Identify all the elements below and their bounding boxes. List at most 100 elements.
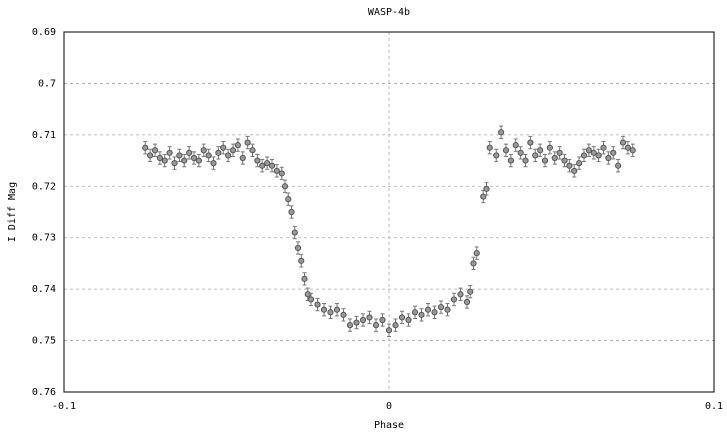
error-point bbox=[176, 148, 183, 163]
point bbox=[307, 296, 315, 303]
point bbox=[171, 160, 178, 167]
error-point bbox=[541, 153, 549, 168]
point bbox=[457, 291, 464, 298]
error-point bbox=[507, 153, 514, 168]
point bbox=[551, 154, 558, 162]
error-point bbox=[576, 156, 583, 170]
point bbox=[450, 296, 458, 303]
point bbox=[493, 152, 500, 159]
point bbox=[268, 162, 276, 169]
error-point bbox=[273, 164, 280, 178]
error-point bbox=[450, 292, 458, 307]
error-point bbox=[522, 153, 529, 168]
error-point bbox=[546, 141, 553, 155]
error-point bbox=[229, 143, 237, 157]
point bbox=[278, 170, 285, 177]
grid bbox=[63, 31, 715, 393]
error-point bbox=[437, 300, 445, 314]
error-point bbox=[205, 148, 212, 163]
point bbox=[624, 144, 631, 151]
error-point bbox=[405, 313, 412, 327]
point bbox=[176, 152, 183, 159]
point bbox=[467, 288, 474, 295]
error-point bbox=[595, 148, 602, 163]
error-point bbox=[480, 189, 487, 204]
error-point bbox=[571, 164, 578, 178]
error-point bbox=[278, 166, 285, 181]
error-point bbox=[285, 192, 292, 206]
error-point bbox=[166, 146, 173, 160]
error-point bbox=[467, 285, 474, 299]
point bbox=[142, 144, 149, 151]
error-point bbox=[181, 153, 188, 168]
error-point bbox=[444, 303, 451, 317]
error-point bbox=[470, 256, 477, 271]
point bbox=[512, 142, 519, 149]
point bbox=[556, 149, 563, 156]
point bbox=[502, 147, 510, 154]
point bbox=[541, 157, 549, 164]
point bbox=[411, 309, 419, 316]
x-tick-label: 0.1 bbox=[705, 401, 723, 412]
error-point bbox=[156, 151, 163, 165]
error-point bbox=[340, 308, 347, 322]
point bbox=[546, 144, 553, 151]
error-point bbox=[210, 156, 217, 170]
error-point bbox=[320, 303, 328, 317]
point bbox=[366, 314, 373, 321]
error-point bbox=[411, 305, 419, 319]
error-point bbox=[147, 148, 154, 163]
error-point bbox=[561, 153, 568, 168]
error-point bbox=[418, 308, 425, 322]
error-point bbox=[304, 287, 311, 301]
point bbox=[585, 147, 592, 154]
error-point bbox=[301, 272, 308, 286]
error-point bbox=[314, 297, 321, 312]
point bbox=[615, 162, 622, 169]
point bbox=[195, 157, 202, 164]
point bbox=[379, 316, 386, 324]
point bbox=[532, 152, 539, 159]
point bbox=[470, 260, 477, 267]
point bbox=[304, 291, 311, 298]
error-point bbox=[379, 313, 386, 327]
point bbox=[291, 229, 298, 236]
y-tick-label: 0.76 bbox=[32, 387, 56, 398]
point bbox=[298, 257, 305, 264]
marks bbox=[142, 125, 636, 337]
error-point bbox=[398, 310, 406, 325]
error-point bbox=[385, 323, 393, 337]
x-axis-label: Phase bbox=[374, 420, 404, 431]
error-point bbox=[215, 146, 222, 160]
error-point bbox=[600, 141, 607, 155]
point bbox=[359, 316, 367, 324]
point bbox=[190, 154, 198, 162]
error-point bbox=[200, 143, 207, 157]
point bbox=[333, 306, 341, 313]
error-point bbox=[551, 151, 558, 165]
point bbox=[166, 149, 173, 156]
point bbox=[483, 185, 490, 192]
point bbox=[161, 157, 168, 164]
x-tick-label: -0.1 bbox=[52, 401, 76, 412]
point bbox=[273, 167, 280, 174]
point bbox=[181, 157, 188, 164]
point bbox=[239, 154, 246, 162]
error-point bbox=[327, 305, 334, 319]
error-point bbox=[457, 287, 464, 301]
point bbox=[156, 154, 163, 162]
error-point bbox=[333, 303, 341, 317]
error-point bbox=[254, 153, 261, 168]
error-point bbox=[249, 143, 256, 157]
error-point bbox=[234, 138, 241, 152]
y-tick-label: 0.74 bbox=[32, 284, 56, 295]
point bbox=[517, 149, 524, 156]
error-point bbox=[372, 318, 380, 332]
y-tick-label: 0.73 bbox=[32, 233, 56, 244]
point bbox=[610, 149, 617, 156]
error-point bbox=[346, 318, 354, 332]
error-point bbox=[268, 159, 276, 173]
point bbox=[186, 149, 193, 156]
point bbox=[571, 167, 578, 174]
